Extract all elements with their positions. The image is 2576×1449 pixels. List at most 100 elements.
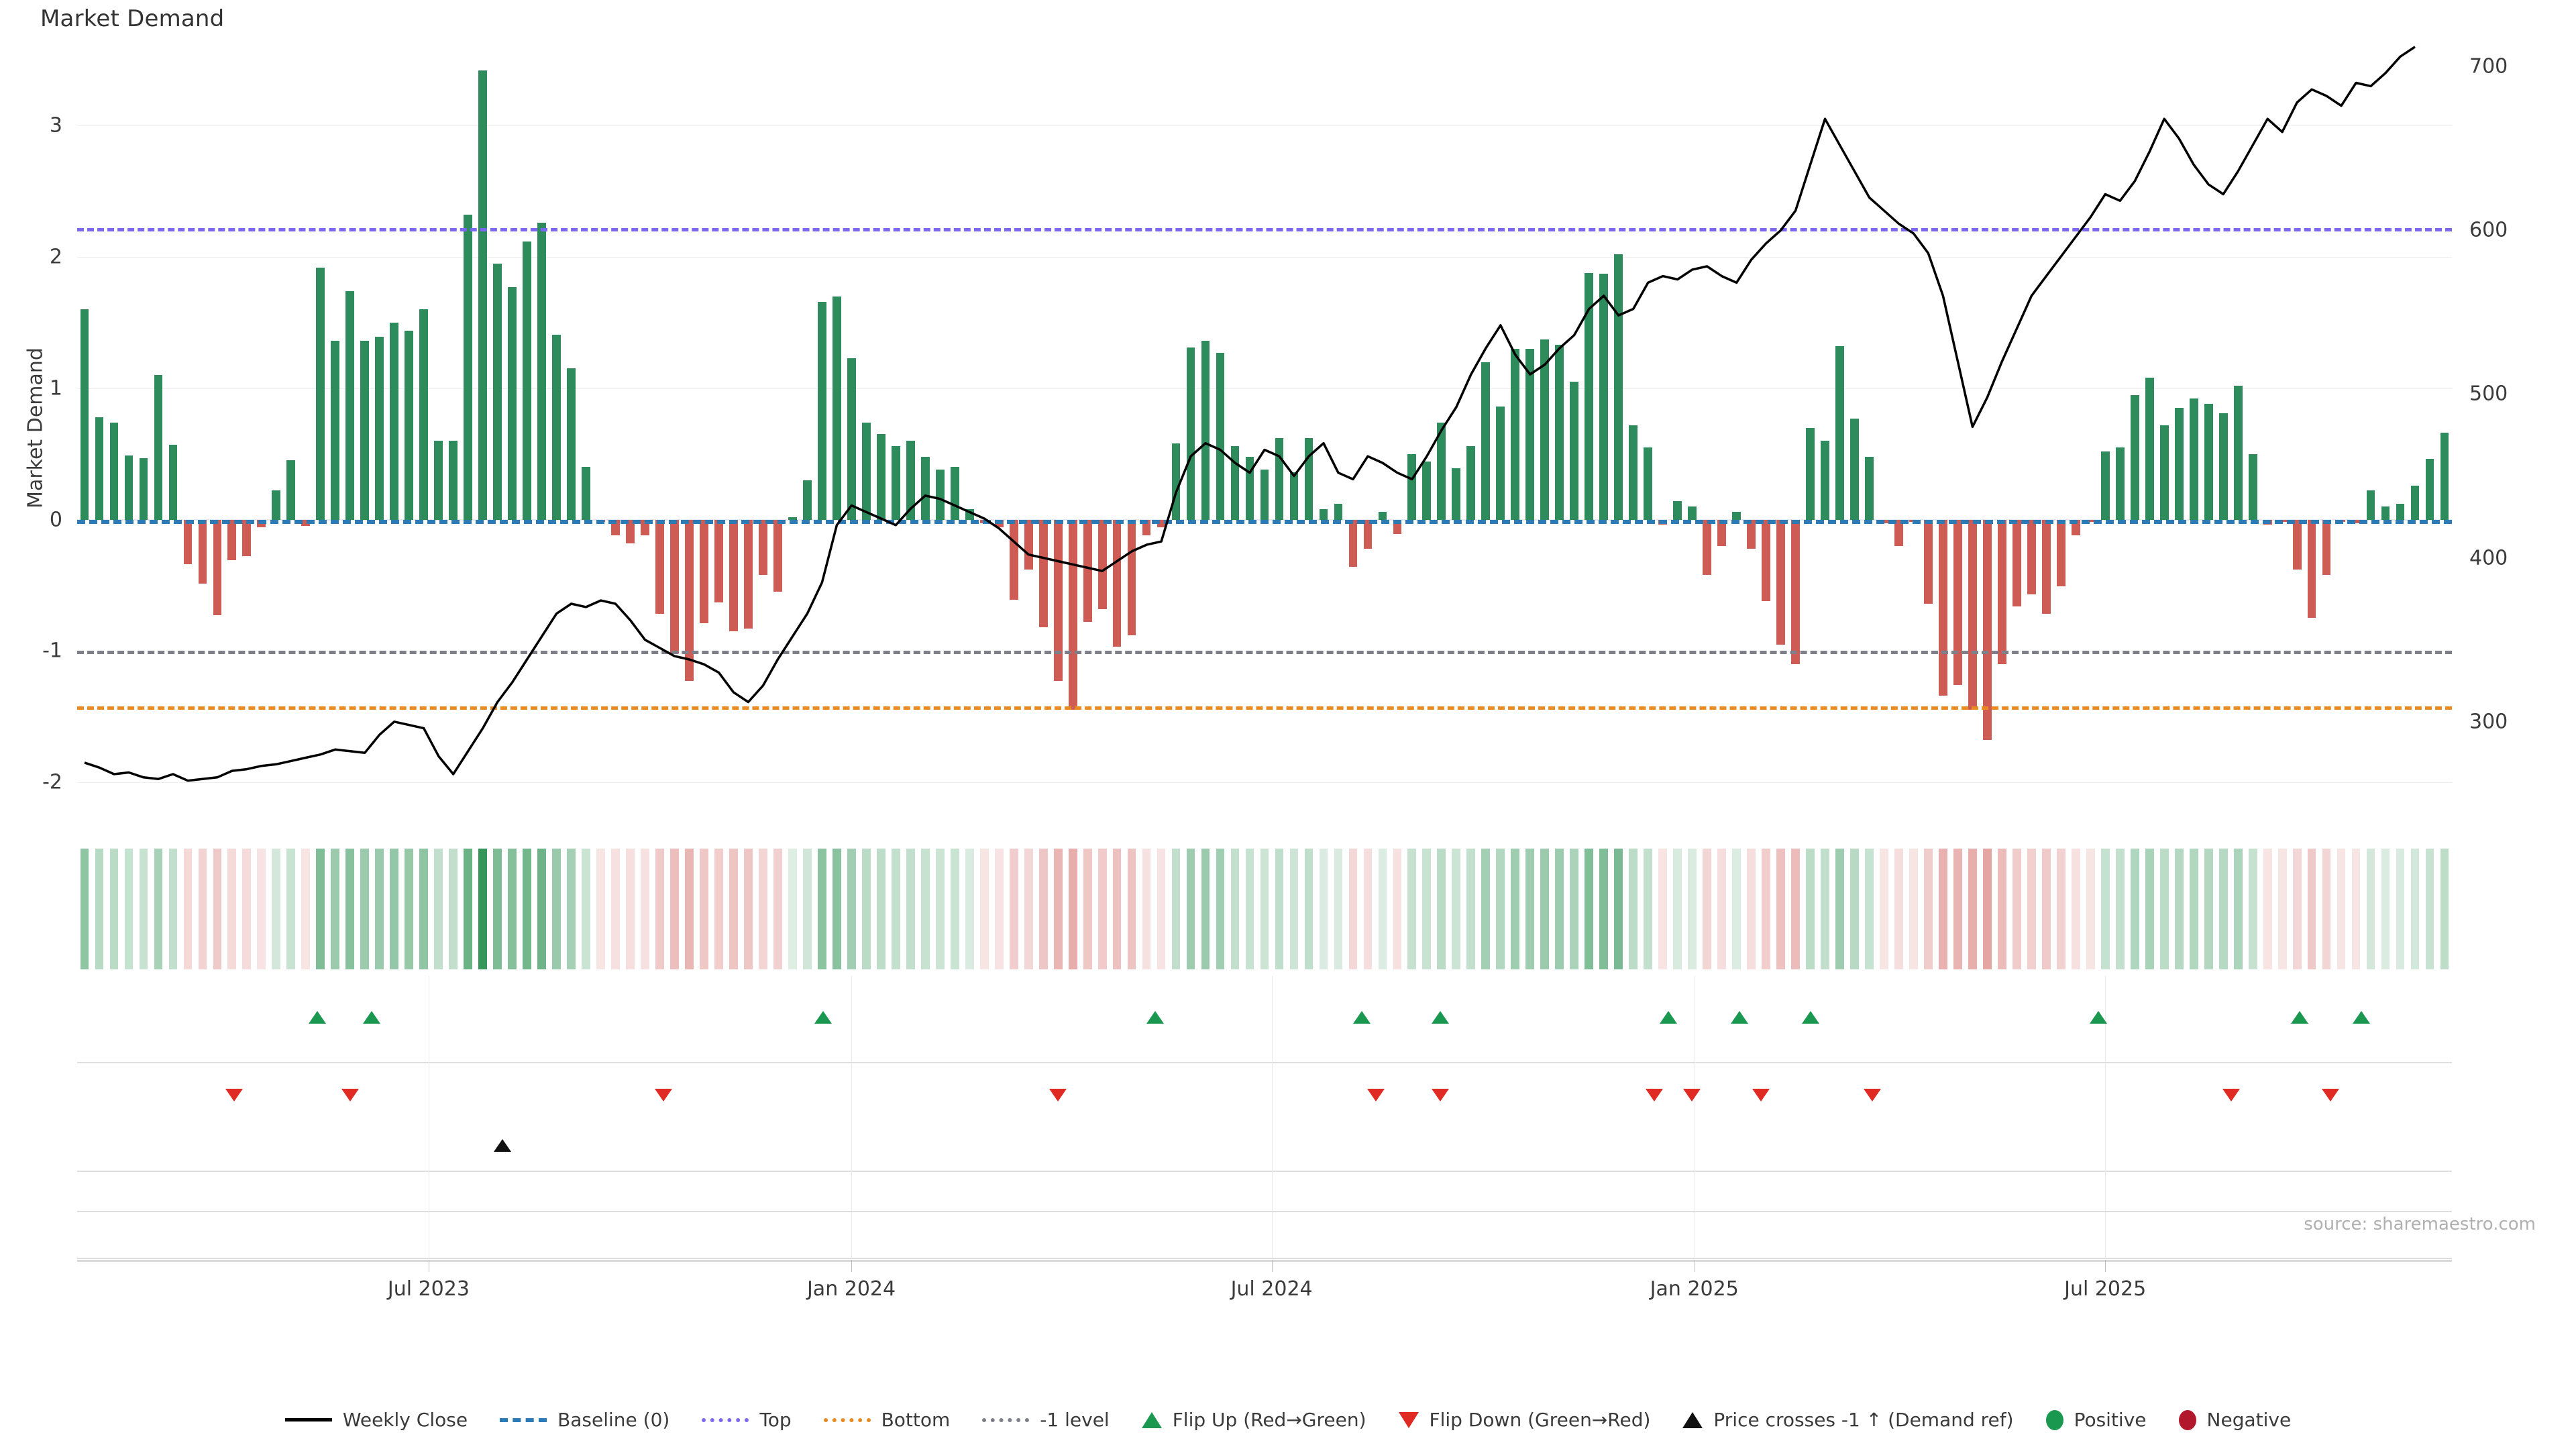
heatmap-cell-negative bbox=[1953, 849, 1962, 969]
demand-bar-negative bbox=[670, 519, 679, 654]
heatmap-cell-positive bbox=[2204, 849, 2213, 969]
flip-down-marker bbox=[1049, 1089, 1067, 1102]
demand-bar-positive bbox=[1437, 422, 1446, 520]
heatmap-cell-positive bbox=[449, 849, 458, 969]
heatmap-cell-positive bbox=[345, 849, 355, 969]
demand-bar-negative bbox=[1998, 519, 2006, 664]
demand-bar-positive bbox=[1245, 456, 1254, 520]
legend-item[interactable]: Positive bbox=[2045, 1409, 2147, 1431]
demand-bar-positive bbox=[1319, 508, 1328, 520]
heatmap-cell-negative bbox=[2071, 849, 2080, 969]
demand-bar-negative bbox=[2012, 519, 2021, 606]
demand-bar-positive bbox=[331, 341, 340, 520]
flip-down-marker bbox=[341, 1089, 360, 1102]
heatmap-cell-negative bbox=[2263, 849, 2272, 969]
triangle-down-red-icon bbox=[1398, 1411, 1419, 1428]
heatmap-cell-negative bbox=[729, 849, 738, 969]
legend-item[interactable]: Top bbox=[702, 1409, 792, 1431]
reference-line-top bbox=[77, 227, 2452, 231]
demand-bar-negative bbox=[1791, 519, 1800, 664]
heatmap-cell-positive bbox=[1407, 849, 1417, 969]
demand-bar-positive bbox=[1230, 445, 1240, 520]
demand-bar-negative bbox=[1083, 519, 1092, 623]
plot-area: 3 2 1 0 -1 -2 700 600 500 400 300 bbox=[42, 40, 2508, 815]
demand-bar-positive bbox=[1865, 456, 1874, 520]
heatmap-cell-negative bbox=[1776, 849, 1785, 969]
heatmap-cell-negative bbox=[1880, 849, 1888, 969]
demand-bar-positive bbox=[1850, 418, 1859, 520]
demand-bar-positive bbox=[1171, 443, 1181, 520]
demand-bar-negative bbox=[2307, 519, 2316, 619]
heatmap-cell-positive bbox=[1171, 849, 1181, 969]
legend-item-label: Flip Up (Red→Green) bbox=[1172, 1409, 1366, 1431]
demand-bar-negative bbox=[1127, 519, 1136, 635]
demand-bar-negative bbox=[759, 519, 767, 575]
demand-bar-positive bbox=[2189, 398, 2198, 520]
legend-item[interactable]: Baseline (0) bbox=[500, 1409, 669, 1431]
demand-bar-negative bbox=[1112, 519, 1122, 647]
heatmap-cell-positive bbox=[375, 849, 384, 969]
demand-bar-positive bbox=[1732, 511, 1741, 520]
heatmap-cell-negative bbox=[2337, 849, 2346, 969]
demand-bar-positive bbox=[847, 358, 856, 520]
heatmap-cell-negative bbox=[1939, 849, 1947, 969]
legend-item[interactable]: Negative bbox=[2178, 1409, 2291, 1431]
demand-bar-positive bbox=[2174, 408, 2184, 520]
heatmap-cell-positive bbox=[906, 849, 915, 969]
dot-green-icon bbox=[2045, 1409, 2063, 1430]
heatmap-cell-positive bbox=[567, 849, 576, 969]
demand-bar-negative bbox=[1703, 519, 1711, 575]
flip-up-marker bbox=[1431, 1011, 1449, 1024]
heatmap-cell-negative bbox=[2351, 849, 2361, 969]
heatmap-cell-positive bbox=[1688, 849, 1697, 969]
heatmap-cell-positive bbox=[124, 849, 133, 969]
heatmap-cell-negative bbox=[2292, 849, 2302, 969]
legend-item[interactable]: Flip Down (Green→Red) bbox=[1398, 1409, 1650, 1431]
demand-bar-positive bbox=[1525, 349, 1535, 520]
demand-bar-positive bbox=[139, 458, 148, 520]
legend-item[interactable]: Weekly Close bbox=[284, 1409, 468, 1431]
x-axis-tick-label: Jan 2024 bbox=[806, 1277, 896, 1301]
heatmap-cell-positive bbox=[1599, 849, 1609, 969]
legend-item-label: Positive bbox=[2074, 1409, 2147, 1431]
demand-bar-positive bbox=[1289, 472, 1299, 520]
heatmap-cell-positive bbox=[508, 849, 517, 969]
heatmap-cell-positive bbox=[1525, 849, 1535, 969]
demand-bar-negative bbox=[1097, 519, 1107, 609]
demand-bar-negative bbox=[2041, 519, 2051, 614]
triangle-up-green-icon bbox=[1141, 1411, 1162, 1428]
heatmap-cell-positive bbox=[803, 849, 812, 969]
demand-bar-negative bbox=[2056, 519, 2065, 587]
legend-item[interactable]: Bottom bbox=[823, 1409, 950, 1431]
legend-item[interactable]: Flip Up (Red→Green) bbox=[1141, 1409, 1366, 1431]
heatmap-cell-positive bbox=[360, 849, 370, 969]
heatmap-cell-positive bbox=[434, 849, 443, 969]
heatmap-cell-negative bbox=[670, 849, 679, 969]
heatmap-cell-positive bbox=[419, 849, 429, 969]
gridline bbox=[77, 388, 2452, 389]
demand-bar-negative bbox=[1924, 519, 1933, 604]
flip-down-marker bbox=[1752, 1089, 1770, 1102]
legend-item[interactable]: -1 level bbox=[982, 1409, 1110, 1431]
demand-bar-positive bbox=[80, 309, 89, 520]
demand-bar-positive bbox=[1422, 462, 1432, 520]
demand-bar-positive bbox=[2440, 433, 2449, 520]
demand-bar-positive bbox=[1260, 470, 1269, 520]
demand-bar-positive bbox=[1496, 407, 1505, 520]
legend-item[interactable]: Price crosses -1 ↑ (Demand ref) bbox=[1682, 1409, 2014, 1431]
heatmap-cell-positive bbox=[1304, 849, 1313, 969]
marker-row-divider bbox=[77, 1062, 2452, 1063]
x-axis-tick-label: Jan 2025 bbox=[1650, 1277, 1739, 1301]
heatmap-cell-negative bbox=[301, 849, 311, 969]
demand-bar-positive bbox=[891, 445, 900, 520]
heatmap-cell-negative bbox=[759, 849, 767, 969]
left-axis-tick: 3 bbox=[49, 113, 62, 138]
heatmap-cell-negative bbox=[744, 849, 753, 969]
demand-bar-positive bbox=[552, 334, 561, 520]
heatmap-cell-negative bbox=[1998, 849, 2006, 969]
flip-up-marker bbox=[1353, 1011, 1371, 1024]
demand-bar-positive bbox=[523, 241, 531, 520]
heatmap-cell-negative bbox=[1762, 849, 1770, 969]
demand-bar-negative bbox=[227, 519, 237, 561]
